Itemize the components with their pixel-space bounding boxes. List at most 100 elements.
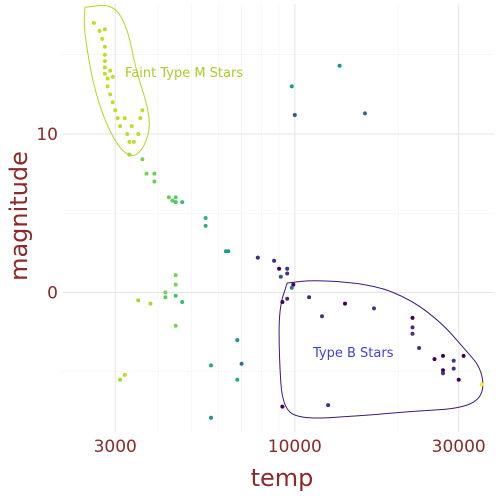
data-point [138, 116, 143, 121]
data-point [152, 179, 157, 184]
data-point [163, 295, 168, 300]
data-point [285, 271, 290, 276]
data-point [173, 200, 178, 205]
data-point [131, 139, 136, 144]
data-point [307, 295, 312, 300]
data-point [203, 223, 208, 228]
data-point [285, 296, 290, 301]
data-point [140, 157, 145, 162]
data-point [163, 290, 168, 295]
data-point [115, 116, 120, 121]
data-point [479, 382, 484, 387]
data-point [410, 315, 415, 320]
x-axis-title: temp [251, 464, 314, 492]
data-point [278, 274, 283, 279]
data-point [441, 368, 445, 373]
data-point [105, 76, 110, 81]
data-point [100, 36, 105, 41]
data-point [97, 28, 102, 33]
data-point [239, 361, 244, 366]
data-point [127, 152, 132, 157]
data-point [127, 139, 132, 144]
data-point [113, 108, 118, 113]
y-tick-label: 10 [36, 125, 58, 145]
data-point [291, 282, 296, 287]
data-point [118, 124, 123, 129]
data-point [255, 255, 260, 260]
data-point [209, 415, 213, 420]
data-point [108, 68, 113, 73]
annotation-label: Faint Type M Stars [125, 66, 243, 81]
data-point [91, 21, 96, 25]
data-point [363, 111, 367, 116]
data-point [289, 84, 294, 89]
data-point [152, 171, 157, 176]
data-point [441, 371, 445, 376]
data-point [226, 249, 231, 254]
data-point [173, 273, 178, 278]
data-point [102, 52, 107, 57]
data-point [441, 353, 445, 358]
region-outline-1 [278, 280, 484, 419]
data-point [129, 124, 134, 129]
data-point [209, 363, 213, 368]
x-tick-label: 10000 [268, 437, 322, 457]
x-tick-label: 30000 [432, 437, 486, 457]
grid [62, 4, 494, 432]
data-point [272, 258, 277, 263]
data-point [110, 74, 115, 79]
data-point [140, 108, 145, 113]
data-point [451, 358, 456, 363]
data-point [203, 216, 208, 220]
data-point [410, 331, 415, 336]
data-point [320, 314, 324, 319]
data-point [125, 132, 130, 136]
x-tick-label: 3000 [94, 437, 137, 457]
annotations: Faint Type M Stars Type B Stars [125, 66, 394, 361]
data-point [102, 65, 107, 70]
data-point [173, 195, 178, 200]
data-point [102, 59, 107, 64]
y-tick-label: 0 [47, 284, 58, 304]
data-point [451, 366, 456, 371]
y-axis-title: magnitude [5, 151, 33, 281]
data-point [118, 377, 123, 382]
data-point [173, 282, 178, 287]
data-point [102, 44, 107, 49]
data-point [461, 353, 466, 358]
data-point [108, 92, 113, 97]
data-point [122, 116, 127, 121]
data-point [136, 298, 141, 303]
data-point [144, 171, 149, 176]
data-point [102, 71, 107, 76]
data-point [456, 377, 461, 382]
data-point [148, 301, 153, 306]
data-point [180, 300, 185, 304]
data-point [326, 403, 331, 408]
data-point [166, 195, 171, 200]
data-points [91, 21, 484, 420]
data-point [337, 63, 342, 68]
data-point [235, 377, 240, 382]
data-point [289, 285, 294, 290]
data-point [180, 200, 185, 205]
tick-labels: 3000 10000 30000 0 10 [36, 125, 485, 457]
data-point [280, 300, 285, 304]
data-point [170, 198, 175, 203]
data-point [136, 132, 141, 136]
data-point [292, 113, 297, 117]
data-point [173, 323, 178, 328]
data-point [122, 372, 127, 377]
region-outline-0 [83, 4, 150, 156]
annotation-label: Type B Stars [312, 346, 394, 361]
data-point [105, 84, 110, 89]
data-point [432, 357, 437, 362]
data-point [110, 100, 115, 105]
data-point [102, 27, 107, 32]
data-point [173, 293, 178, 298]
data-point [417, 346, 422, 350]
data-point [280, 404, 285, 409]
data-point [343, 301, 347, 306]
data-point [285, 266, 290, 271]
